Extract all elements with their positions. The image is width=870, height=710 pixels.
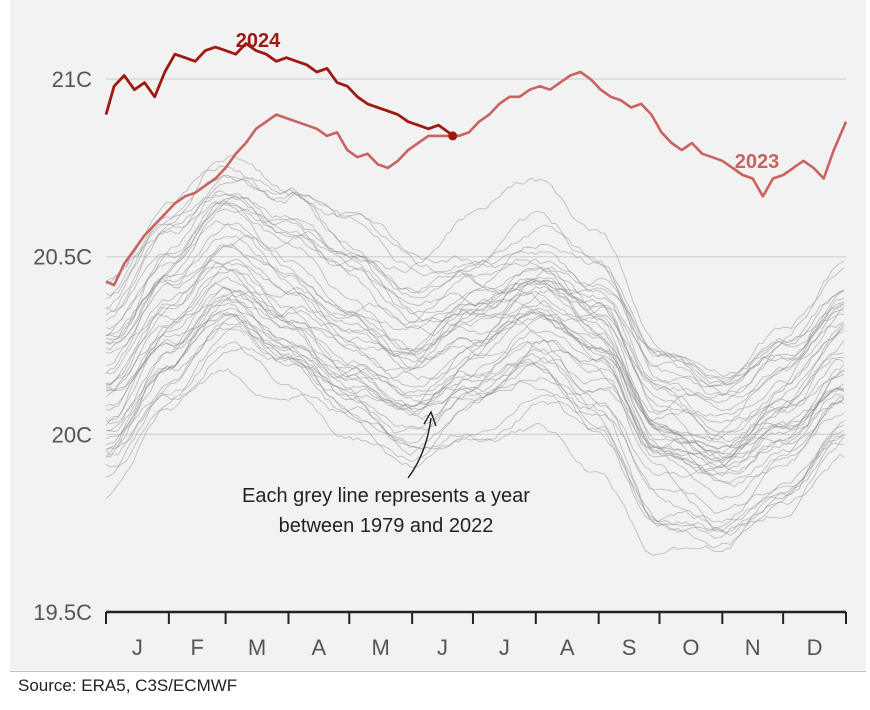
grey-year-line	[105, 174, 845, 386]
series-line-2024	[104, 42, 454, 137]
grey-year-line	[105, 177, 845, 388]
grey-year-line	[105, 276, 845, 476]
grey-year-line	[105, 295, 845, 423]
grey-year-line	[105, 208, 845, 469]
y-tick-label: 19.5C	[33, 600, 92, 625]
grey-year-line	[105, 368, 845, 514]
x-tick-label: S	[622, 635, 637, 660]
x-tick-label: M	[248, 635, 266, 660]
grey-year-line	[105, 175, 845, 412]
annotation-arrow	[407, 417, 432, 479]
x-tick-label: D	[807, 635, 823, 660]
grey-lines-note-line1: Each grey line represents a year	[242, 485, 530, 507]
x-tick-label: J	[437, 635, 448, 660]
x-tick-label: A	[312, 635, 327, 660]
grey-year-line	[105, 280, 845, 449]
grey-year-line	[105, 302, 845, 477]
y-tick-label: 21C	[52, 67, 92, 92]
grey-year-line	[105, 325, 845, 536]
series-label-2024: 2024	[236, 30, 281, 52]
x-tick-label: O	[682, 635, 699, 660]
grey-lines-note-line2: between 1979 and 2022	[279, 515, 494, 537]
x-tick-label: J	[499, 635, 510, 660]
grey-year-line	[105, 242, 845, 395]
x-tick-label: N	[745, 635, 761, 660]
highlight-series	[104, 42, 848, 287]
y-tick-label: 20.5C	[33, 245, 92, 270]
grey-year-line	[105, 269, 845, 450]
grey-year-line	[105, 312, 845, 469]
grey-year-line	[105, 202, 845, 440]
source-divider	[10, 671, 866, 672]
grey-year-line	[105, 230, 845, 473]
x-tick-label: F	[191, 635, 204, 660]
grey-year-line	[105, 154, 845, 404]
series-label-2023: 2023	[735, 151, 780, 173]
grey-year-line	[105, 258, 845, 443]
grey-year-lines	[105, 154, 845, 556]
x-tick-label: A	[560, 635, 575, 660]
source-note: Source: ERA5, C3S/ECMWF	[18, 676, 238, 695]
grey-year-line	[105, 165, 845, 377]
annotation-arrowhead	[423, 410, 437, 427]
grey-year-line	[105, 193, 845, 388]
temperature-line-chart: 19.5C 20C 20.5C 21C J F M A M J J A S O N D 2024 2023 Ea…	[33, 30, 848, 660]
x-tick-label: M	[372, 635, 390, 660]
series-line-2023	[105, 70, 848, 287]
chart-panel: 19.5C 20C 20.5C 21C J F M A M J J A S O N D 2024 2023 Ea…	[10, 0, 866, 670]
grey-year-line	[105, 341, 845, 539]
grey-year-line	[105, 202, 845, 380]
chart-labels: 2024 2023 Each grey line represents a year…	[236, 30, 780, 537]
grey-year-line	[105, 259, 845, 450]
series-2024-endpoint	[448, 131, 458, 141]
grey-year-line	[105, 312, 845, 533]
grey-year-line	[105, 327, 845, 549]
grey-year-line	[105, 307, 845, 459]
gridlines: 19.5C 20C 20.5C 21C	[33, 67, 846, 625]
grey-year-line	[105, 220, 845, 443]
y-tick-label: 20C	[52, 422, 92, 447]
grey-year-line	[105, 177, 845, 455]
grey-year-line	[105, 196, 845, 398]
grey-year-line	[105, 190, 845, 422]
grey-year-line	[105, 314, 845, 500]
grey-year-line	[105, 278, 845, 462]
x-tick-label: J	[132, 635, 143, 660]
